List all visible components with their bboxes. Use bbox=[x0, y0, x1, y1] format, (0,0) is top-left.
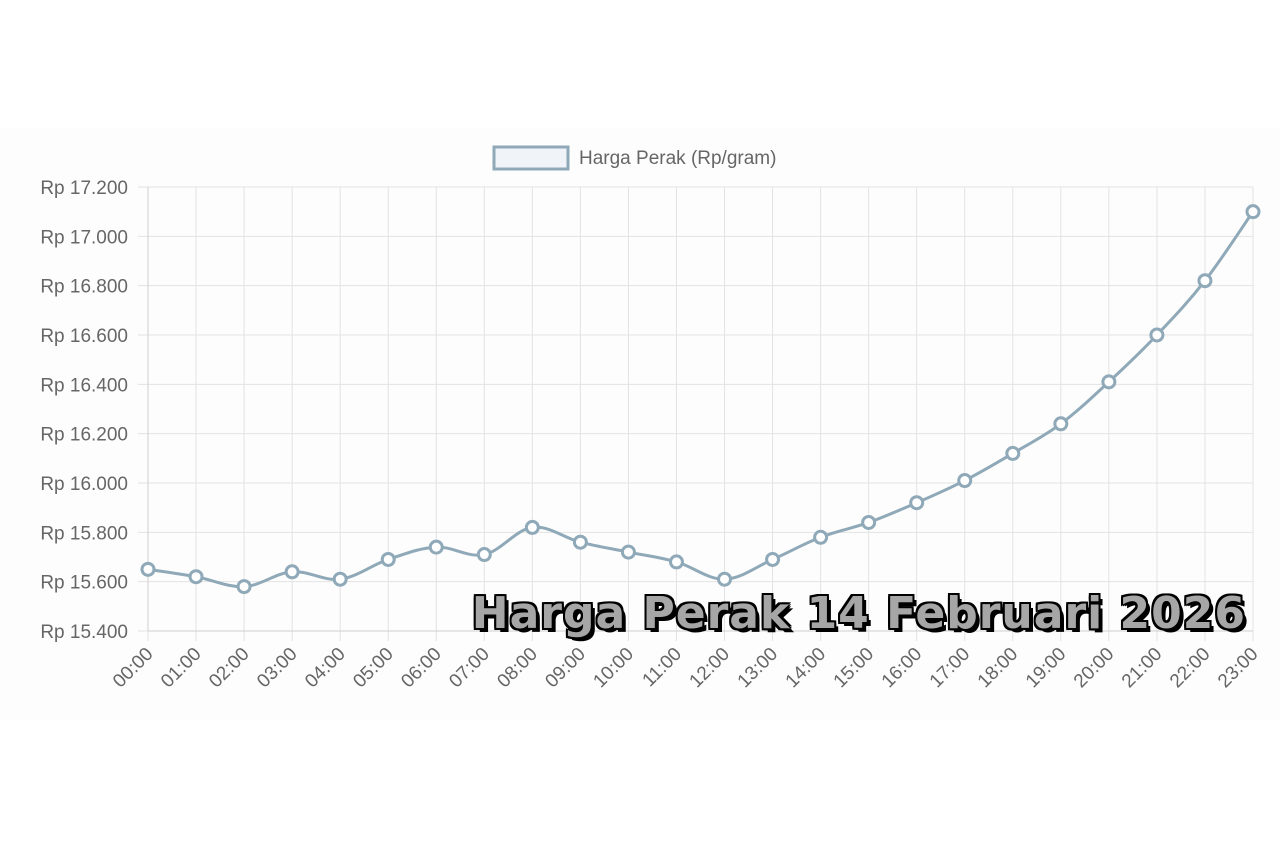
x-tick-label: 00:00 bbox=[109, 644, 157, 692]
x-tick-label: 17:00 bbox=[926, 644, 974, 692]
data-point[interactable] bbox=[1245, 204, 1261, 220]
y-tick-label: Rp 16.000 bbox=[40, 474, 128, 495]
x-tick-label: 23:00 bbox=[1214, 644, 1262, 692]
y-tick-label: Rp 17.000 bbox=[40, 227, 128, 248]
data-point[interactable] bbox=[380, 551, 396, 567]
data-point[interactable] bbox=[1101, 374, 1117, 390]
series-line bbox=[147, 210, 1255, 589]
x-tick-label: 07:00 bbox=[445, 644, 493, 692]
data-point[interactable] bbox=[717, 571, 733, 587]
x-tick-label: 21:00 bbox=[1118, 644, 1166, 692]
legend-swatch[interactable] bbox=[492, 145, 570, 171]
data-point[interactable] bbox=[1005, 445, 1021, 461]
y-tick-label: Rp 16.800 bbox=[40, 277, 128, 298]
legend-label: Harga Perak (Rp/gram) bbox=[579, 148, 776, 169]
x-tick-label: 02:00 bbox=[205, 644, 253, 692]
x-tick-label: 18:00 bbox=[974, 644, 1022, 692]
x-tick-label: 05:00 bbox=[349, 644, 397, 692]
x-tick-label: 06:00 bbox=[397, 644, 445, 692]
x-tick-label: 04:00 bbox=[301, 644, 349, 692]
y-tick-label: Rp 16.600 bbox=[40, 326, 128, 347]
data-point[interactable] bbox=[572, 534, 588, 550]
x-tick-label: 20:00 bbox=[1070, 644, 1118, 692]
x-tick-label: 19:00 bbox=[1022, 644, 1070, 692]
data-point[interactable] bbox=[957, 473, 973, 489]
x-tick-label: 09:00 bbox=[541, 644, 589, 692]
x-tick-label: 15:00 bbox=[830, 644, 878, 692]
x-tick-label: 03:00 bbox=[253, 644, 301, 692]
x-tick-label: 12:00 bbox=[686, 644, 734, 692]
x-tick-label: 13:00 bbox=[734, 644, 782, 692]
data-point[interactable] bbox=[1197, 273, 1213, 289]
data-point[interactable] bbox=[188, 569, 204, 585]
data-point[interactable] bbox=[620, 544, 636, 560]
overlay-title: Harga Perak 14 Februari 2026 bbox=[471, 588, 1246, 639]
y-axis: Rp 15.400 Rp 15.600 Rp 15.800 Rp 16.000 Rp 1… bbox=[40, 178, 128, 643]
legend: Harga Perak (Rp/gram) bbox=[492, 145, 776, 171]
data-point[interactable] bbox=[284, 564, 300, 580]
y-tick-label: Rp 15.600 bbox=[40, 573, 128, 594]
data-point[interactable] bbox=[524, 519, 540, 535]
data-point[interactable] bbox=[332, 571, 348, 587]
data-point[interactable] bbox=[476, 547, 492, 563]
data-point[interactable] bbox=[1149, 327, 1165, 343]
y-tick-label: Rp 15.400 bbox=[40, 622, 128, 643]
data-point[interactable] bbox=[140, 561, 156, 577]
data-point[interactable] bbox=[909, 495, 925, 511]
x-tick-label: 10:00 bbox=[590, 644, 638, 692]
y-tick-label: Rp 17.200 bbox=[40, 178, 128, 199]
x-tick-label: 16:00 bbox=[878, 644, 926, 692]
data-point[interactable] bbox=[668, 554, 684, 570]
data-point[interactable] bbox=[1053, 416, 1069, 432]
data-point[interactable] bbox=[813, 529, 829, 545]
data-point[interactable] bbox=[428, 539, 444, 555]
series-group bbox=[140, 204, 1261, 595]
data-point[interactable] bbox=[765, 551, 781, 567]
x-tick-label: 08:00 bbox=[493, 644, 541, 692]
x-tick-label: 22:00 bbox=[1166, 644, 1214, 692]
y-tick-label: Rp 16.400 bbox=[40, 375, 128, 396]
x-tick-label: 01:00 bbox=[157, 644, 205, 692]
data-point[interactable] bbox=[861, 514, 877, 530]
x-axis: 00:00 01:00 02:00 03:00 04:00 05:00 06:00 07:00… bbox=[109, 644, 1262, 692]
y-tick-label: Rp 15.800 bbox=[40, 523, 128, 544]
data-point[interactable] bbox=[236, 579, 252, 595]
x-tick-label: 11:00 bbox=[639, 644, 686, 691]
x-tick-label: 14:00 bbox=[782, 644, 830, 692]
y-tick-label: Rp 16.200 bbox=[40, 425, 128, 446]
